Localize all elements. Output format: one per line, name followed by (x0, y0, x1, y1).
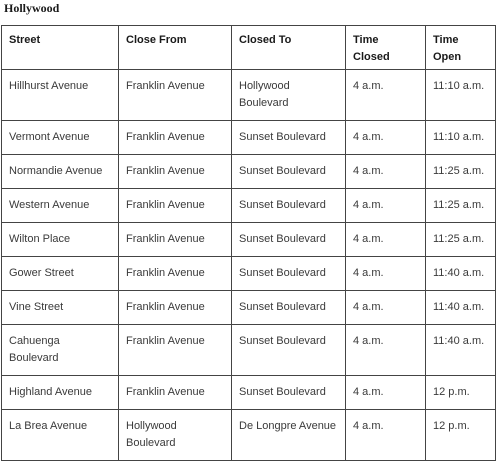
cell-street: Vine Street (1, 290, 119, 325)
cell-closed-to: De Longpre Avenue (231, 409, 346, 461)
cell-street: La Brea Avenue (1, 409, 119, 461)
cell-time-closed: 4 a.m. (345, 375, 426, 410)
column-header-time-closed: Time Closed (345, 25, 426, 70)
cell-close-from: Franklin Avenue (118, 256, 232, 291)
table-row: Vine Street Franklin Avenue Sunset Boule… (1, 290, 496, 325)
cell-time-open: 12 p.m. (425, 375, 496, 410)
table-row: Highland Avenue Franklin Avenue Sunset B… (1, 375, 496, 410)
cell-time-open: 11:40 a.m. (425, 256, 496, 291)
table-row: Vermont Avenue Franklin Avenue Sunset Bo… (1, 120, 496, 155)
cell-street: Hillhurst Avenue (1, 69, 119, 121)
cell-time-open: 11:25 a.m. (425, 154, 496, 189)
cell-time-closed: 4 a.m. (345, 324, 426, 376)
cell-time-closed: 4 a.m. (345, 69, 426, 121)
table-header-row: Street Close From Closed To Time Closed … (1, 25, 496, 70)
cell-close-from: Franklin Avenue (118, 188, 232, 223)
table-row: Normandie Avenue Franklin Avenue Sunset … (1, 154, 496, 189)
column-header-close-from: Close From (118, 25, 232, 70)
section-title: Hollywood (4, 1, 60, 15)
cell-closed-to: Sunset Boulevard (231, 222, 346, 257)
cell-street: Cahuenga Boulevard (1, 324, 119, 376)
table-row: Gower Street Franklin Avenue Sunset Boul… (1, 256, 496, 291)
cell-close-from: Franklin Avenue (118, 290, 232, 325)
cell-time-open: 11:25 a.m. (425, 188, 496, 223)
column-header-closed-to: Closed To (231, 25, 346, 70)
cell-closed-to: Sunset Boulevard (231, 324, 346, 376)
cell-time-open: 11:10 a.m. (425, 120, 496, 155)
cell-time-closed: 4 a.m. (345, 222, 426, 257)
table-row: Wilton Place Franklin Avenue Sunset Boul… (1, 222, 496, 257)
cell-closed-to: Sunset Boulevard (231, 375, 346, 410)
column-header-time-open: Time Open (425, 25, 496, 70)
cell-street: Normandie Avenue (1, 154, 119, 189)
cell-closed-to: Sunset Boulevard (231, 120, 346, 155)
cell-closed-to: Sunset Boulevard (231, 256, 346, 291)
cell-street: Highland Avenue (1, 375, 119, 410)
cell-close-from: Franklin Avenue (118, 120, 232, 155)
cell-street: Vermont Avenue (1, 120, 119, 155)
cell-time-closed: 4 a.m. (345, 256, 426, 291)
column-header-street: Street (1, 25, 119, 70)
cell-closed-to: Sunset Boulevard (231, 154, 346, 189)
cell-close-from: Hollywood Boulevard (118, 409, 232, 461)
cell-time-open: 11:40 a.m. (425, 290, 496, 325)
cell-time-open: 11:10 a.m. (425, 69, 496, 121)
cell-time-closed: 4 a.m. (345, 188, 426, 223)
table-row: Hillhurst Avenue Franklin Avenue Hollywo… (1, 69, 496, 121)
cell-close-from: Franklin Avenue (118, 222, 232, 257)
cell-close-from: Franklin Avenue (118, 375, 232, 410)
cell-close-from: Franklin Avenue (118, 324, 232, 376)
cell-time-open: 11:25 a.m. (425, 222, 496, 257)
cell-street: Wilton Place (1, 222, 119, 257)
table-row: Cahuenga Boulevard Franklin Avenue Sunse… (1, 324, 496, 376)
table-row: La Brea Avenue Hollywood Boulevard De Lo… (1, 409, 496, 461)
cell-time-closed: 4 a.m. (345, 290, 426, 325)
cell-closed-to: Hollywood Boulevard (231, 69, 346, 121)
cell-close-from: Franklin Avenue (118, 154, 232, 189)
cell-closed-to: Sunset Boulevard (231, 290, 346, 325)
cell-time-open: 12 p.m. (425, 409, 496, 461)
cell-closed-to: Sunset Boulevard (231, 188, 346, 223)
cell-time-closed: 4 a.m. (345, 154, 426, 189)
cell-street: Western Avenue (1, 188, 119, 223)
cell-street: Gower Street (1, 256, 119, 291)
cell-time-closed: 4 a.m. (345, 409, 426, 461)
cell-time-open: 11:40 a.m. (425, 324, 496, 376)
street-closures-table: Street Close From Closed To Time Closed … (1, 25, 496, 461)
cell-close-from: Franklin Avenue (118, 69, 232, 121)
table-row: Western Avenue Franklin Avenue Sunset Bo… (1, 188, 496, 223)
cell-time-closed: 4 a.m. (345, 120, 426, 155)
